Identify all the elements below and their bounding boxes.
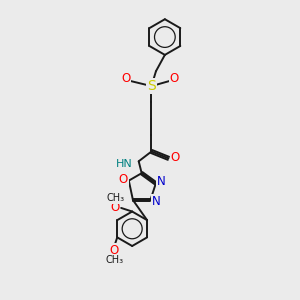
Text: O: O [170,151,180,164]
Text: N: N [157,175,166,188]
Text: O: O [121,72,130,85]
Text: CH₃: CH₃ [105,255,123,265]
Text: S: S [147,79,156,93]
Text: O: O [169,72,179,85]
Text: O: O [119,172,128,186]
Text: O: O [111,202,120,214]
Text: HN: HN [116,159,133,169]
Text: N: N [152,195,161,208]
Text: CH₃: CH₃ [106,194,124,203]
Text: O: O [110,244,119,257]
